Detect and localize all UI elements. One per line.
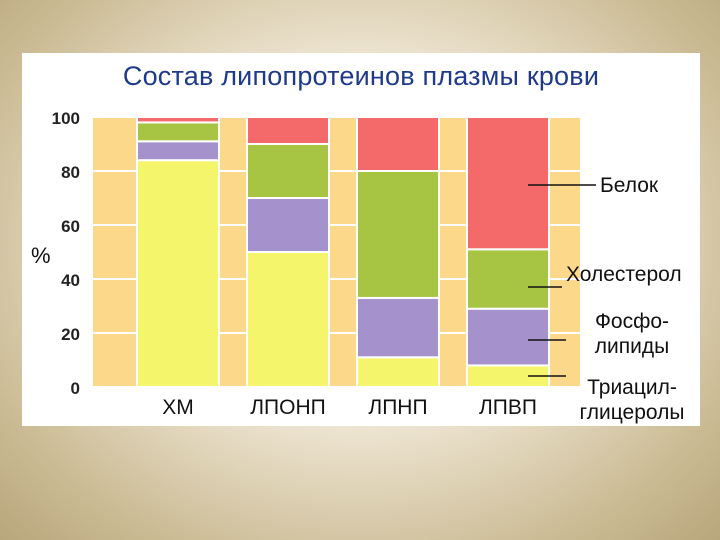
- bar-segment: [136, 121, 220, 143]
- legend-label: Холестерол: [566, 263, 682, 286]
- bar-segment: [136, 159, 220, 388]
- y-tick-label: 80: [61, 163, 80, 182]
- legend-label: липиды: [595, 335, 669, 358]
- bar-segment: [246, 116, 330, 145]
- y-unit-label: %: [31, 243, 51, 268]
- bar-segment: [356, 296, 440, 359]
- bar-segment: [246, 143, 330, 199]
- y-tick-label: 20: [61, 325, 80, 344]
- bar-segment: [246, 251, 330, 388]
- bar-segment: [246, 197, 330, 253]
- bar-segment: [356, 116, 440, 172]
- bar-segment: [466, 307, 550, 367]
- bar-segment: [136, 116, 220, 124]
- legend-label: Фосфо-: [595, 310, 669, 333]
- title-box: Состав липопротеинов плазмы крови: [22, 53, 700, 101]
- bar-segment: [356, 356, 440, 388]
- x-category-label: ЛПВП: [479, 396, 537, 419]
- bar-segment: [356, 170, 440, 299]
- x-category-label: ЛПНП: [368, 396, 427, 419]
- y-tick-label: 40: [61, 271, 80, 290]
- legend-label: Белок: [600, 174, 659, 197]
- x-category-label: ХМ: [162, 396, 194, 419]
- y-tick-label: 0: [71, 379, 80, 398]
- legend-label: Триацил-: [587, 376, 677, 399]
- bar-segment: [136, 140, 220, 162]
- y-tick-label: 60: [61, 217, 80, 236]
- bar-segment: [466, 248, 550, 310]
- bar-segment: [466, 116, 550, 251]
- page-title: Состав липопротеинов плазмы крови: [122, 61, 600, 91]
- x-category-label: ЛПОНП: [250, 396, 325, 419]
- y-tick-label: 100: [52, 109, 80, 128]
- legend-label: глицеролы: [580, 401, 685, 424]
